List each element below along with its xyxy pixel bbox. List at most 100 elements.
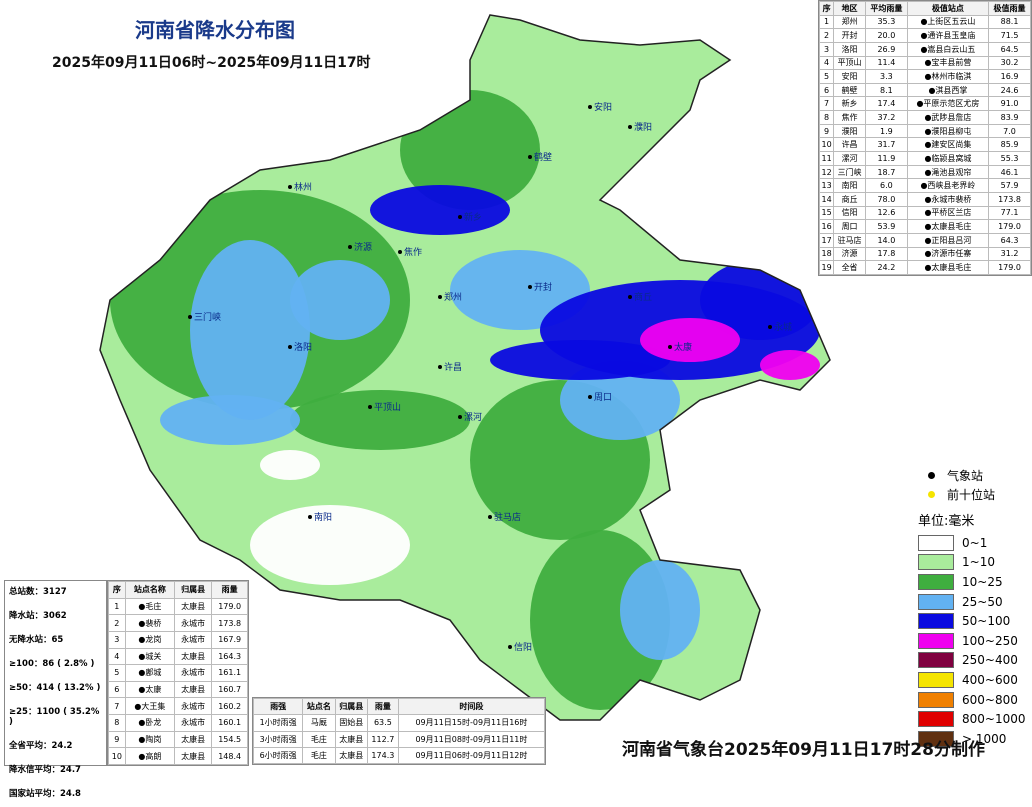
- row: 6 鹤壁 8.1 ●淇县西掌 24.6: [818, 82, 1031, 98]
- stat: 国家站平均：24.8: [9, 789, 81, 799]
- legend-item: 0~1: [918, 533, 1030, 553]
- legend-item: 10~25: [918, 572, 1030, 592]
- cell: 71.5: [988, 28, 1031, 43]
- cell: 91.0: [988, 96, 1031, 112]
- cell: 174.3: [366, 746, 399, 765]
- cell: 6小时雨强: [252, 746, 304, 765]
- cell: ●建安区尚集: [906, 137, 990, 153]
- row: 1小时雨强 马厩 固始县 63.5 09月11日15时-09月11日16时: [252, 714, 546, 732]
- cell: 63.5: [366, 714, 399, 732]
- cell: 毛庄: [302, 730, 336, 748]
- cell: 2: [108, 614, 126, 632]
- cell: 148.4: [211, 747, 248, 765]
- stat: 降水信平均：24.7: [9, 765, 81, 775]
- cell: 新乡: [833, 96, 866, 112]
- city-label: 济源: [354, 241, 372, 253]
- legend-item: 1~10: [918, 553, 1030, 573]
- cell: 马厩: [302, 714, 336, 732]
- row: 5 安阳 3.3 ●林州市临淇 16.9: [818, 69, 1031, 84]
- cell: ●陶岗: [124, 730, 175, 749]
- cell: 160.2: [211, 697, 248, 715]
- cell: 太康县: [173, 747, 213, 765]
- legend-label: > 1000: [962, 731, 1007, 746]
- city-label: 信阳: [514, 641, 532, 653]
- city-label: 焦作: [404, 246, 422, 258]
- city-label: 永城: [774, 321, 792, 333]
- row: 1 郑州 35.3 ●上街区五云山 88.1: [818, 14, 1031, 30]
- cell: ●嵩县白云山五: [906, 41, 990, 57]
- cell: 开封: [833, 28, 866, 43]
- cell: 4: [818, 55, 835, 71]
- cell: 55.3: [988, 151, 1031, 166]
- region-table: 序地区 平均雨量 极值站点 极值雨量 1 郑州 35.3 ●上街区五云山 88.1 2 开封 20.0…: [818, 0, 1032, 276]
- cell: 太康县: [173, 597, 213, 616]
- cell: 11: [818, 151, 835, 166]
- cell: 18: [818, 246, 835, 262]
- cell: 太康县: [173, 730, 213, 749]
- rain-area: [760, 350, 820, 380]
- cell: 4: [108, 647, 126, 666]
- rain-area: [560, 360, 680, 440]
- row: 12 三门峡 18.7 ●渑池县观帘 46.1: [818, 164, 1031, 180]
- row: 15 信阳 12.6 ●平桥区兰店 77.1: [818, 205, 1031, 221]
- cell: ●太康县毛庄: [906, 260, 990, 275]
- legend-label: 100~250: [962, 633, 1018, 648]
- cell: 永城市: [173, 714, 213, 732]
- cell: 78.0: [864, 191, 908, 207]
- stat: 全省平均：24.2: [9, 741, 73, 751]
- legend-swatch: [918, 573, 954, 590]
- header-cell: 归属县: [173, 581, 213, 599]
- rain-field: [100, 15, 830, 720]
- row: 7 新乡 17.4 ●平原示范区尤房 91.0: [818, 96, 1031, 112]
- station-dot: [368, 405, 372, 409]
- cell: 64.5: [988, 41, 1031, 57]
- intensity-table: 雨强 站点名 归属县 雨量 时间段 1小时雨强 马厩 固始县 63.5 09月11日15时-09月…: [252, 697, 546, 765]
- cell: 11.9: [864, 151, 908, 166]
- cell: 南阳: [833, 178, 866, 193]
- cell: 商丘: [833, 191, 866, 207]
- row: 2 开封 20.0 ●通许县玉皇庙 71.5: [818, 28, 1031, 43]
- cell: 8: [108, 714, 126, 732]
- cell: 161.1: [211, 664, 248, 682]
- row: 6小时雨强 毛庄 太康县 174.3 09月11日06时-09月11日12时: [252, 746, 546, 765]
- cell: 20.0: [864, 28, 908, 43]
- cell: 30.2: [988, 55, 1031, 71]
- header-cell: 时间段: [397, 697, 546, 716]
- cell: 154.5: [211, 730, 248, 749]
- legend-label: 25~50: [962, 594, 1003, 609]
- station-dot: [768, 325, 772, 329]
- station-dot: [188, 315, 192, 319]
- row: 9 ●陶岗 太康县 154.5: [108, 730, 248, 749]
- stat: 无降水站：65: [9, 635, 64, 645]
- cell: 77.1: [988, 205, 1031, 221]
- city-label: 周口: [594, 392, 612, 403]
- rain-area: [640, 318, 740, 362]
- cell: ●鄌城: [124, 664, 175, 682]
- city-label: 驻马店: [494, 511, 521, 523]
- cell: 焦作: [833, 110, 866, 125]
- rain-area: [620, 560, 700, 660]
- station-dot: [628, 295, 632, 299]
- rain-area: [250, 505, 410, 585]
- legend-item: 50~100: [918, 611, 1030, 631]
- station-dot: [508, 645, 512, 649]
- legend-swatch: [918, 671, 954, 688]
- cell: 24.2: [864, 260, 908, 275]
- cell: ●平原示范区尤房: [906, 96, 990, 112]
- header-cell: 归属县: [334, 697, 368, 716]
- cell: 三门峡: [833, 164, 866, 180]
- station-dot: [438, 295, 442, 299]
- city-label: 林州: [294, 181, 312, 193]
- cell: ●高朗: [124, 747, 175, 765]
- cell: 83.9: [988, 110, 1031, 125]
- cell: 3小时雨强: [252, 730, 304, 748]
- cell: 5: [108, 664, 126, 682]
- cell: 永城市: [173, 664, 213, 682]
- cell: ●宝丰县前营: [906, 55, 990, 71]
- city-label: 洛阳: [294, 341, 312, 353]
- legend-item: 400~600: [918, 670, 1030, 690]
- row: 3 洛阳 26.9 ●嵩县白云山五 64.5: [818, 41, 1031, 57]
- station-dot: [308, 515, 312, 519]
- cell: 鹤壁: [833, 82, 866, 98]
